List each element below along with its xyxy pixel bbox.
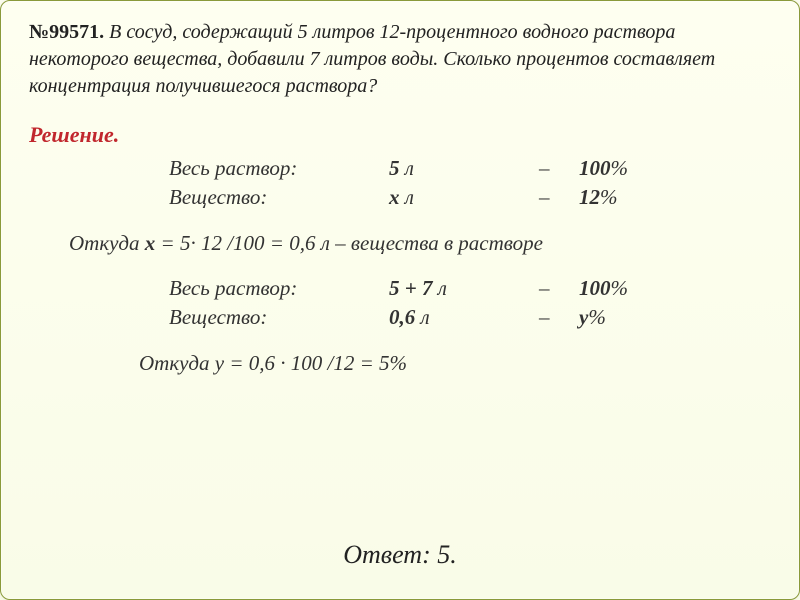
proportion1-row1: Весь раствор: 5 л – 100% xyxy=(169,154,771,183)
p1r2-value: x л xyxy=(389,183,539,212)
solution-heading: Решение. xyxy=(29,122,771,148)
deriv2-prefix: Откуда xyxy=(139,351,215,375)
proportion2-row1: Весь раствор: 5 + 7 л – 100% xyxy=(169,274,771,303)
p1r2-pct: 12% xyxy=(579,183,669,212)
p2r1-label: Весь раствор: xyxy=(169,274,389,303)
problem-statement: №99571. В сосуд, содержащий 5 литров 12-… xyxy=(29,19,771,100)
deriv1-var: x xyxy=(145,231,156,255)
p2r1-pct: 100% xyxy=(579,274,669,303)
derivation-2: Откуда y = 0,6 · 100 /12 = 5% xyxy=(139,351,771,376)
proportion1-row2: Вещество: x л – 12% xyxy=(169,183,771,212)
p1r1-dash: – xyxy=(539,154,579,183)
deriv2-var: y xyxy=(215,351,224,375)
problem-text: В сосуд, содержащий 5 литров 12-процентн… xyxy=(29,21,715,97)
p2r2-dash: – xyxy=(539,303,579,332)
p1r1-pct: 100% xyxy=(579,154,669,183)
p2r2-pct: y% xyxy=(579,303,669,332)
p2r2-label: Вещество: xyxy=(169,303,389,332)
p1r2-dash: – xyxy=(539,183,579,212)
deriv2-expr: = 0,6 · 100 /12 = 5% xyxy=(224,351,407,375)
derivation-1: Откуда x = 5· 12 /100 = 0,6 л – вещества… xyxy=(69,231,771,256)
problem-number: №99571. xyxy=(29,21,104,43)
p1r1-label: Весь раствор: xyxy=(169,154,389,183)
deriv1-prefix: Откуда xyxy=(69,231,145,255)
p1r2-label: Вещество: xyxy=(169,183,389,212)
answer: Ответ: 5. xyxy=(0,540,800,570)
deriv1-expr: = 5· 12 /100 = 0,6 л – вещества в раство… xyxy=(155,231,543,255)
p1r1-value: 5 л xyxy=(389,154,539,183)
slide-card: №99571. В сосуд, содержащий 5 литров 12-… xyxy=(0,0,800,600)
proportion2-row2: Вещество: 0,6 л – y% xyxy=(169,303,771,332)
p2r2-value: 0,6 л xyxy=(389,303,539,332)
p2r1-value: 5 + 7 л xyxy=(389,274,539,303)
p2r1-dash: – xyxy=(539,274,579,303)
